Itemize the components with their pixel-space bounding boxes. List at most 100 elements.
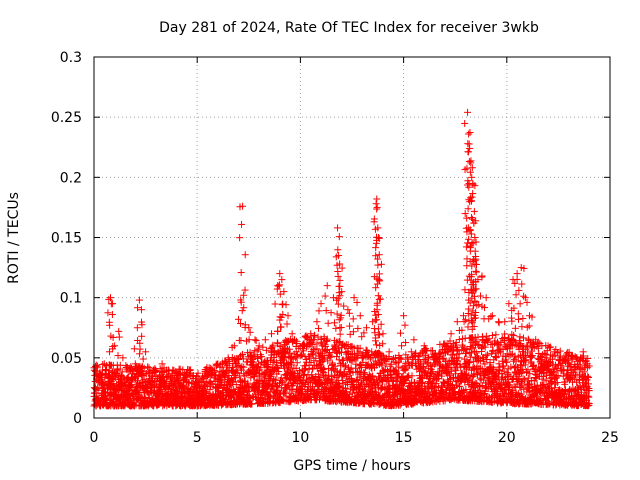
data-point (241, 251, 249, 259)
data-point (520, 292, 528, 300)
data-points (90, 108, 593, 410)
data-point (373, 195, 381, 203)
data-point (452, 367, 460, 375)
data-point (202, 379, 210, 387)
data-point (374, 261, 382, 269)
data-point (477, 292, 485, 300)
data-point (495, 318, 503, 326)
data-point (488, 312, 496, 320)
data-point (126, 381, 134, 389)
data-point (501, 318, 509, 326)
data-point (93, 362, 101, 370)
data-point (321, 292, 329, 300)
data-point (516, 333, 524, 341)
data-point (104, 309, 112, 317)
data-point (255, 383, 263, 391)
data-point (236, 234, 244, 242)
data-point (335, 233, 343, 241)
data-point (460, 318, 468, 326)
data-point (336, 330, 344, 338)
data-point (373, 203, 381, 211)
data-point (334, 246, 342, 254)
y-tick-labels: 0 0.05 0.1 0.15 0.2 0.25 0.3 (51, 50, 82, 427)
data-point (336, 276, 344, 284)
data-point (315, 307, 323, 315)
data-point (514, 310, 522, 318)
data-point (410, 336, 418, 344)
data-point (238, 307, 246, 315)
data-point (349, 315, 357, 323)
data-point (244, 379, 252, 387)
data-point (245, 324, 253, 332)
y-tick-label: 0.15 (51, 231, 82, 247)
data-point (516, 300, 524, 308)
data-point (345, 309, 353, 317)
data-point (115, 333, 123, 341)
y-tick-label: 0.1 (60, 291, 82, 307)
data-point (473, 261, 481, 269)
data-point (123, 387, 131, 395)
data-point (336, 282, 344, 290)
data-point (462, 243, 470, 251)
y-tick-label: 0 (73, 411, 82, 427)
data-point (495, 319, 503, 327)
data-point (245, 387, 253, 395)
data-point (372, 284, 380, 292)
data-point (471, 234, 479, 241)
data-point (241, 286, 249, 294)
data-point (238, 220, 246, 228)
data-point (337, 323, 345, 331)
data-point (396, 354, 404, 362)
data-point (402, 339, 410, 347)
data-point (378, 384, 386, 392)
data-point (106, 361, 114, 369)
data-point (334, 300, 342, 308)
data-point (106, 321, 114, 329)
data-point (470, 348, 478, 356)
data-point (282, 301, 290, 309)
x-tick-labels: 0 5 10 15 20 25 (90, 430, 619, 446)
data-point (298, 351, 306, 359)
data-point (194, 369, 202, 377)
data-point (340, 302, 348, 310)
data-point (237, 269, 245, 277)
data-point (229, 377, 237, 385)
data-point (237, 378, 245, 386)
data-point (464, 140, 472, 148)
data-point (466, 144, 474, 152)
data-point (115, 327, 123, 335)
data-point (508, 314, 516, 322)
data-point (472, 267, 480, 275)
data-point (271, 300, 279, 308)
data-point (139, 377, 147, 385)
data-point (352, 360, 360, 368)
data-point (521, 294, 529, 302)
data-point (177, 370, 185, 378)
data-point (317, 300, 325, 308)
data-point (237, 336, 245, 344)
x-tick-label: 0 (90, 430, 99, 446)
data-point (465, 130, 473, 138)
data-point (334, 224, 342, 232)
data-point (397, 329, 405, 337)
data-point (354, 324, 362, 332)
data-point (187, 366, 195, 374)
y-tick-label: 0.25 (51, 110, 82, 126)
data-point (350, 294, 358, 302)
x-tick-label: 15 (395, 430, 413, 446)
data-point (206, 386, 214, 394)
data-point (284, 312, 292, 320)
data-point (135, 296, 143, 304)
data-point (372, 341, 380, 349)
data-point (330, 319, 338, 327)
data-point (466, 128, 474, 136)
data-point (377, 260, 385, 268)
y-tick-label: 0.05 (51, 351, 82, 367)
data-point (523, 298, 531, 306)
data-point (463, 214, 471, 222)
data-point (344, 306, 352, 314)
data-point (471, 247, 479, 255)
x-axis-label: GPS time / hours (293, 458, 410, 474)
data-point (518, 280, 526, 288)
y-axis-label: ROTI / TECUs (6, 192, 22, 284)
